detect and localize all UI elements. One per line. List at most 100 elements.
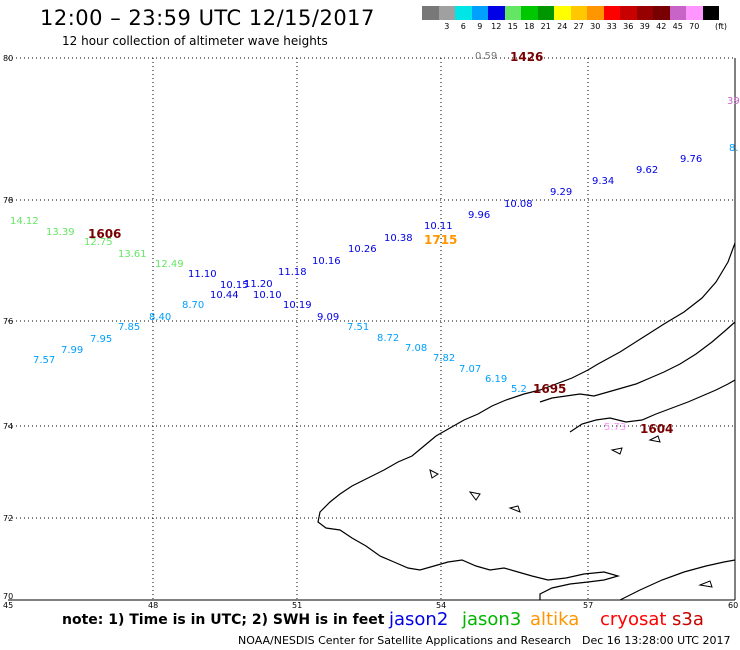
scale-swatch: [554, 6, 571, 20]
lat-label: 74: [3, 422, 14, 431]
swh-value-label: 39: [727, 96, 740, 107]
scale-swatch: [603, 6, 620, 20]
swh-value-label: 6.19: [485, 374, 508, 385]
scale-tick-label: 15: [507, 22, 518, 31]
swh-value-label: 7.85: [118, 322, 141, 333]
pass-time-label: 1604: [640, 422, 674, 436]
swh-value-label: 5.2: [511, 384, 527, 395]
coastline-islets: [429, 435, 713, 588]
scale-tick-label: 24: [557, 22, 568, 31]
satellite-legend-altika: altika: [530, 609, 580, 630]
coastline-matochkin-strait: [539, 321, 736, 403]
scale-swatch: [488, 6, 505, 20]
scale-swatch: [521, 6, 538, 20]
scale-swatch: [620, 6, 637, 20]
scale-swatch: [653, 6, 670, 20]
swh-value-label: 13.61: [118, 249, 147, 260]
swh-value-label: 5.73: [604, 422, 627, 433]
swh-value-label: 10.08: [504, 199, 533, 210]
swh-value-label: 10.38: [384, 233, 413, 244]
lat-label: 72: [3, 514, 14, 523]
swh-value-label: 11.20: [244, 279, 273, 290]
swh-value-label: 7.51: [347, 322, 370, 333]
scale-tick-label: 42: [656, 22, 667, 31]
pass-time-label: 1715: [424, 233, 458, 247]
swh-value-label: 9.34: [592, 176, 615, 187]
scale-swatch: [422, 6, 439, 20]
scale-swatch: [587, 6, 604, 20]
lon-label: 51: [292, 601, 303, 610]
swh-value-label: 10.19: [283, 300, 312, 311]
scale-tick-label: 12: [491, 22, 502, 31]
swh-value-label: 0.59: [475, 51, 498, 62]
coastline-north-island-south: [569, 379, 736, 433]
swh-value-label: 10.15: [220, 280, 249, 291]
swh-value-label: 7.57: [33, 355, 56, 366]
map-title: 12:00 – 23:59 UTC 12/15/2017: [40, 6, 375, 30]
map-subtitle: 12 hour collection of altimeter wave hei…: [62, 34, 328, 48]
swh-value-label: 11.10: [188, 269, 217, 280]
scale-swatch: [504, 6, 521, 20]
scale-tick-label: 6: [460, 22, 466, 31]
lon-label: 48: [148, 601, 159, 610]
scale-swatch: [570, 6, 587, 20]
swh-value-label: 12.49: [155, 259, 184, 270]
swh-value-label: 13.39: [46, 227, 75, 238]
scale-tick-label: 33: [606, 22, 617, 31]
scale-swatch: [702, 6, 719, 20]
swh-value-label: 7.82: [433, 353, 456, 364]
swh-value-label: 14.12: [10, 216, 39, 227]
swh-value-label: 9.29: [550, 187, 573, 198]
swh-value-label: 7.07: [459, 364, 482, 375]
credit-line: NOAA/NESDIS Center for Satellite Applica…: [238, 634, 572, 647]
swh-value-label: 9.96: [468, 210, 491, 221]
lat-label: 78: [3, 196, 14, 205]
pass-time-label: 1695: [533, 382, 567, 396]
swh-value-label: 8.: [729, 143, 739, 154]
pass-time-label: 1606: [88, 227, 122, 241]
scale-swatch: [471, 6, 488, 20]
swh-value-label: 11.18: [278, 267, 307, 278]
swh-value-label: 8.70: [182, 300, 205, 311]
scale-tick-label: 3: [444, 22, 450, 31]
swh-value-label: 9.76: [680, 154, 703, 165]
scale-tick-label: 45: [672, 22, 683, 31]
scale-tick-label: 27: [573, 22, 584, 31]
coastline-south-cape: [619, 559, 736, 601]
pass-time-label: 1426: [510, 50, 544, 64]
swh-value-label: 7.99: [61, 345, 84, 356]
scale-swatch: [537, 6, 554, 20]
coastline-novaya-zemlya: [317, 242, 736, 600]
satellite-legend-jason3: jason3: [462, 609, 522, 630]
scale-tick-label: 18: [524, 22, 535, 31]
lon-label: 54: [436, 601, 447, 610]
lat-label: 70: [3, 592, 14, 601]
footer-note: note: 1) Time is in UTC; 2) SWH is in fe…: [62, 612, 385, 628]
swh-value-label: 8.72: [377, 333, 400, 344]
swh-value-label: 12.75: [84, 237, 113, 248]
scale-tick-label: 39: [639, 22, 650, 31]
scale-unit: (ft): [714, 22, 728, 31]
swh-value-label: 10.16: [312, 256, 341, 267]
swh-value-label: 10.11: [424, 221, 453, 232]
lon-label: 60: [728, 601, 739, 610]
lon-label: 57: [583, 601, 594, 610]
swh-value-label: 10.44: [210, 290, 239, 301]
swh-value-label: 7.95: [90, 334, 113, 345]
lat-label: 80: [3, 54, 14, 63]
scale-swatch: [686, 6, 703, 20]
swh-value-label: 9.09: [317, 312, 340, 323]
scale-tick-label: 36: [623, 22, 634, 31]
satellite-legend-jason2: jason2: [389, 609, 449, 630]
scale-tick-label: 30: [590, 22, 601, 31]
satellite-legend-cryosat: cryosat: [600, 609, 667, 630]
lon-label: 45: [3, 601, 14, 610]
scale-swatch: [455, 6, 472, 20]
scale-swatch: [636, 6, 653, 20]
swh-value-label: 7.08: [405, 343, 428, 354]
generated-timestamp: Dec 16 13:28:00 UTC 2017: [582, 634, 731, 647]
swh-value-label: 9.62: [636, 165, 659, 176]
swh-value-label: 8.40: [149, 312, 172, 323]
satellite-legend-s3a: s3a: [672, 609, 704, 630]
